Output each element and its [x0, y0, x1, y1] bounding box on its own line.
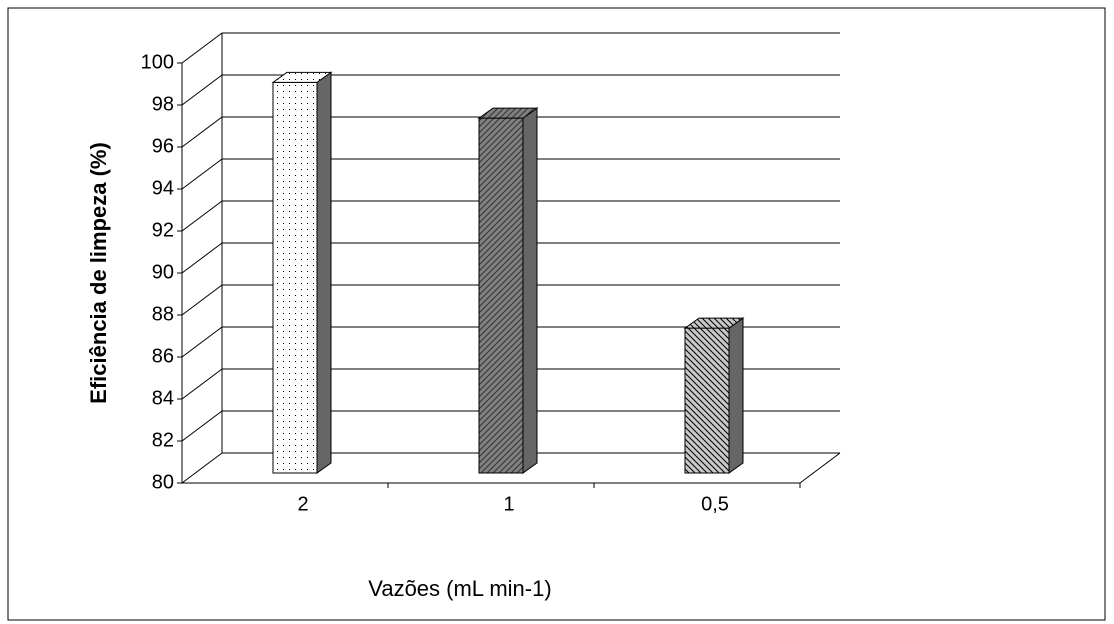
y-tick-label: 100: [141, 51, 174, 73]
x-tick-label: 2: [297, 493, 308, 515]
y-tick-label: 94: [152, 177, 174, 199]
y-tick-label: 90: [152, 261, 174, 283]
x-tick-label: 0,5: [701, 493, 729, 515]
chart-frame: [7, 7, 1106, 621]
y-tick-label: 98: [152, 93, 174, 115]
bar: [684, 327, 730, 474]
bar-top: [271, 71, 333, 83]
y-axis-label: Eficiência de limpeza (%): [86, 142, 111, 404]
bar-top: [477, 107, 539, 119]
y-tick-label: 92: [152, 219, 174, 241]
y-tick-label: 96: [152, 135, 174, 157]
grid-line: [181, 74, 223, 106]
grid-line: [181, 116, 223, 148]
grid-line: [181, 242, 223, 274]
bar-top: [683, 317, 745, 329]
y-tick-label: 80: [152, 471, 174, 493]
y-tick-label: 82: [152, 429, 174, 451]
grid-line: [181, 158, 223, 190]
bar: [272, 81, 318, 474]
y-tick-label: 84: [152, 387, 174, 409]
bar-side: [728, 317, 744, 474]
bar-side: [316, 71, 332, 474]
grid-line: [181, 326, 223, 358]
y-tick-label: 88: [152, 303, 174, 325]
x-axis-label: Vazões (mL min-1): [368, 576, 551, 601]
grid-line: [181, 284, 223, 316]
grid-line: [181, 452, 223, 484]
grid-line: [181, 200, 223, 232]
bar-side: [522, 107, 538, 474]
axis-line: [799, 452, 841, 484]
x-tick-label: 1: [503, 493, 514, 515]
y-tick-label: 86: [152, 345, 174, 367]
bar: [478, 117, 524, 474]
grid-line: [181, 32, 223, 64]
grid-line: [181, 410, 223, 442]
grid-line: [181, 368, 223, 400]
